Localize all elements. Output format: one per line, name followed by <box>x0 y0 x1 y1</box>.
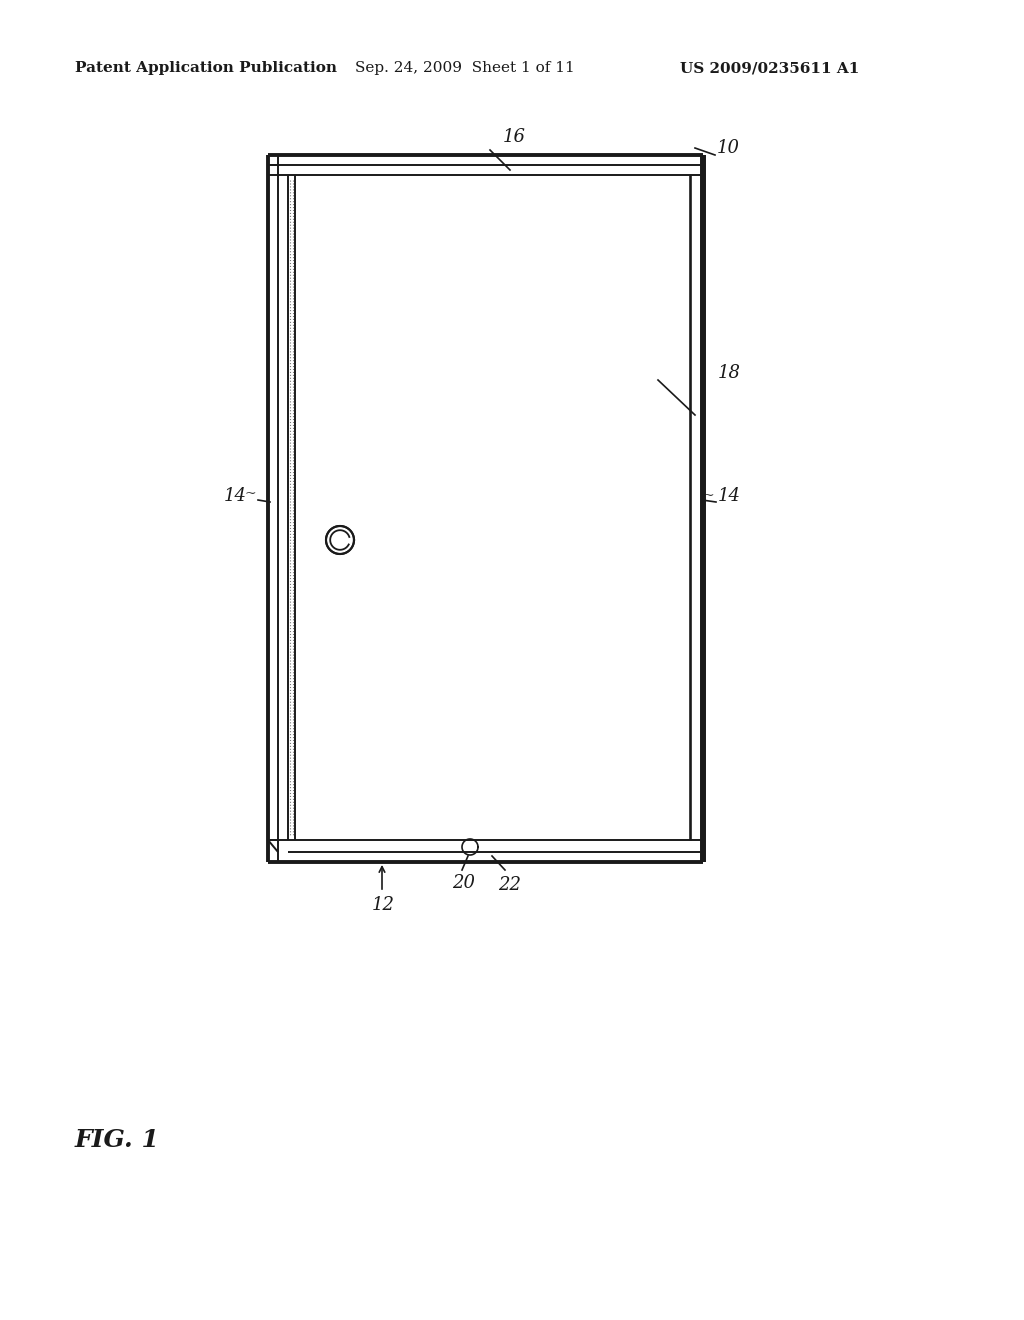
Text: FIG. 1: FIG. 1 <box>75 1129 160 1152</box>
Text: Sep. 24, 2009  Sheet 1 of 11: Sep. 24, 2009 Sheet 1 of 11 <box>355 61 574 75</box>
Text: 14: 14 <box>718 487 741 506</box>
Text: 10: 10 <box>717 139 740 157</box>
Text: ~: ~ <box>245 487 256 502</box>
Text: 12: 12 <box>372 896 395 913</box>
Text: Patent Application Publication: Patent Application Publication <box>75 61 337 75</box>
Text: ~: ~ <box>702 488 714 503</box>
Text: 20: 20 <box>452 874 475 892</box>
Text: 14: 14 <box>224 487 247 506</box>
Text: 16: 16 <box>503 128 526 147</box>
Text: 22: 22 <box>498 876 521 894</box>
Text: US 2009/0235611 A1: US 2009/0235611 A1 <box>680 61 859 75</box>
Text: 18: 18 <box>718 364 741 381</box>
